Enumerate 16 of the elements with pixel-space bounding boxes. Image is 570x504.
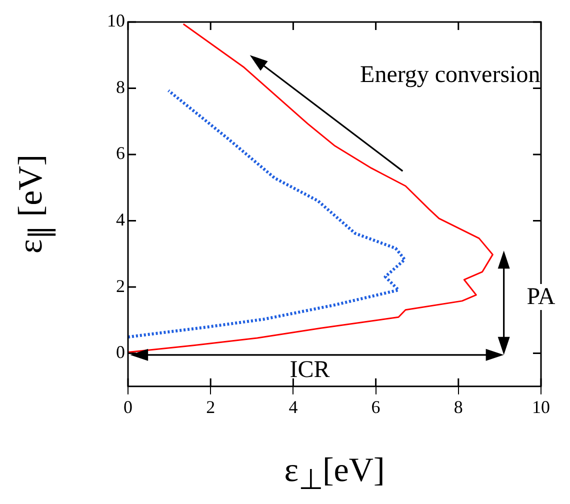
line-series	[128, 89, 406, 339]
annotation: Energy conversion	[359, 62, 542, 88]
y-tick-label: 4	[116, 210, 125, 230]
x-tick-label: 2	[206, 396, 216, 417]
y-tick-label: 2	[116, 276, 125, 296]
y-tick-label: 0	[116, 342, 125, 362]
y-tick-label: 8	[116, 76, 125, 97]
annotation: PA	[524, 284, 558, 310]
y-tick-label: 10	[107, 10, 125, 31]
x-axis-title: ε$_{⊥}$[eV]	[283, 452, 386, 497]
annotation: ICR	[288, 356, 331, 383]
x-tick-label: 4	[288, 396, 298, 417]
y-tick-label: 6	[116, 143, 125, 164]
x-tick-label: 6	[371, 396, 380, 417]
x-tick-label: 8	[454, 396, 463, 417]
x-tick-label: 10	[532, 396, 550, 417]
